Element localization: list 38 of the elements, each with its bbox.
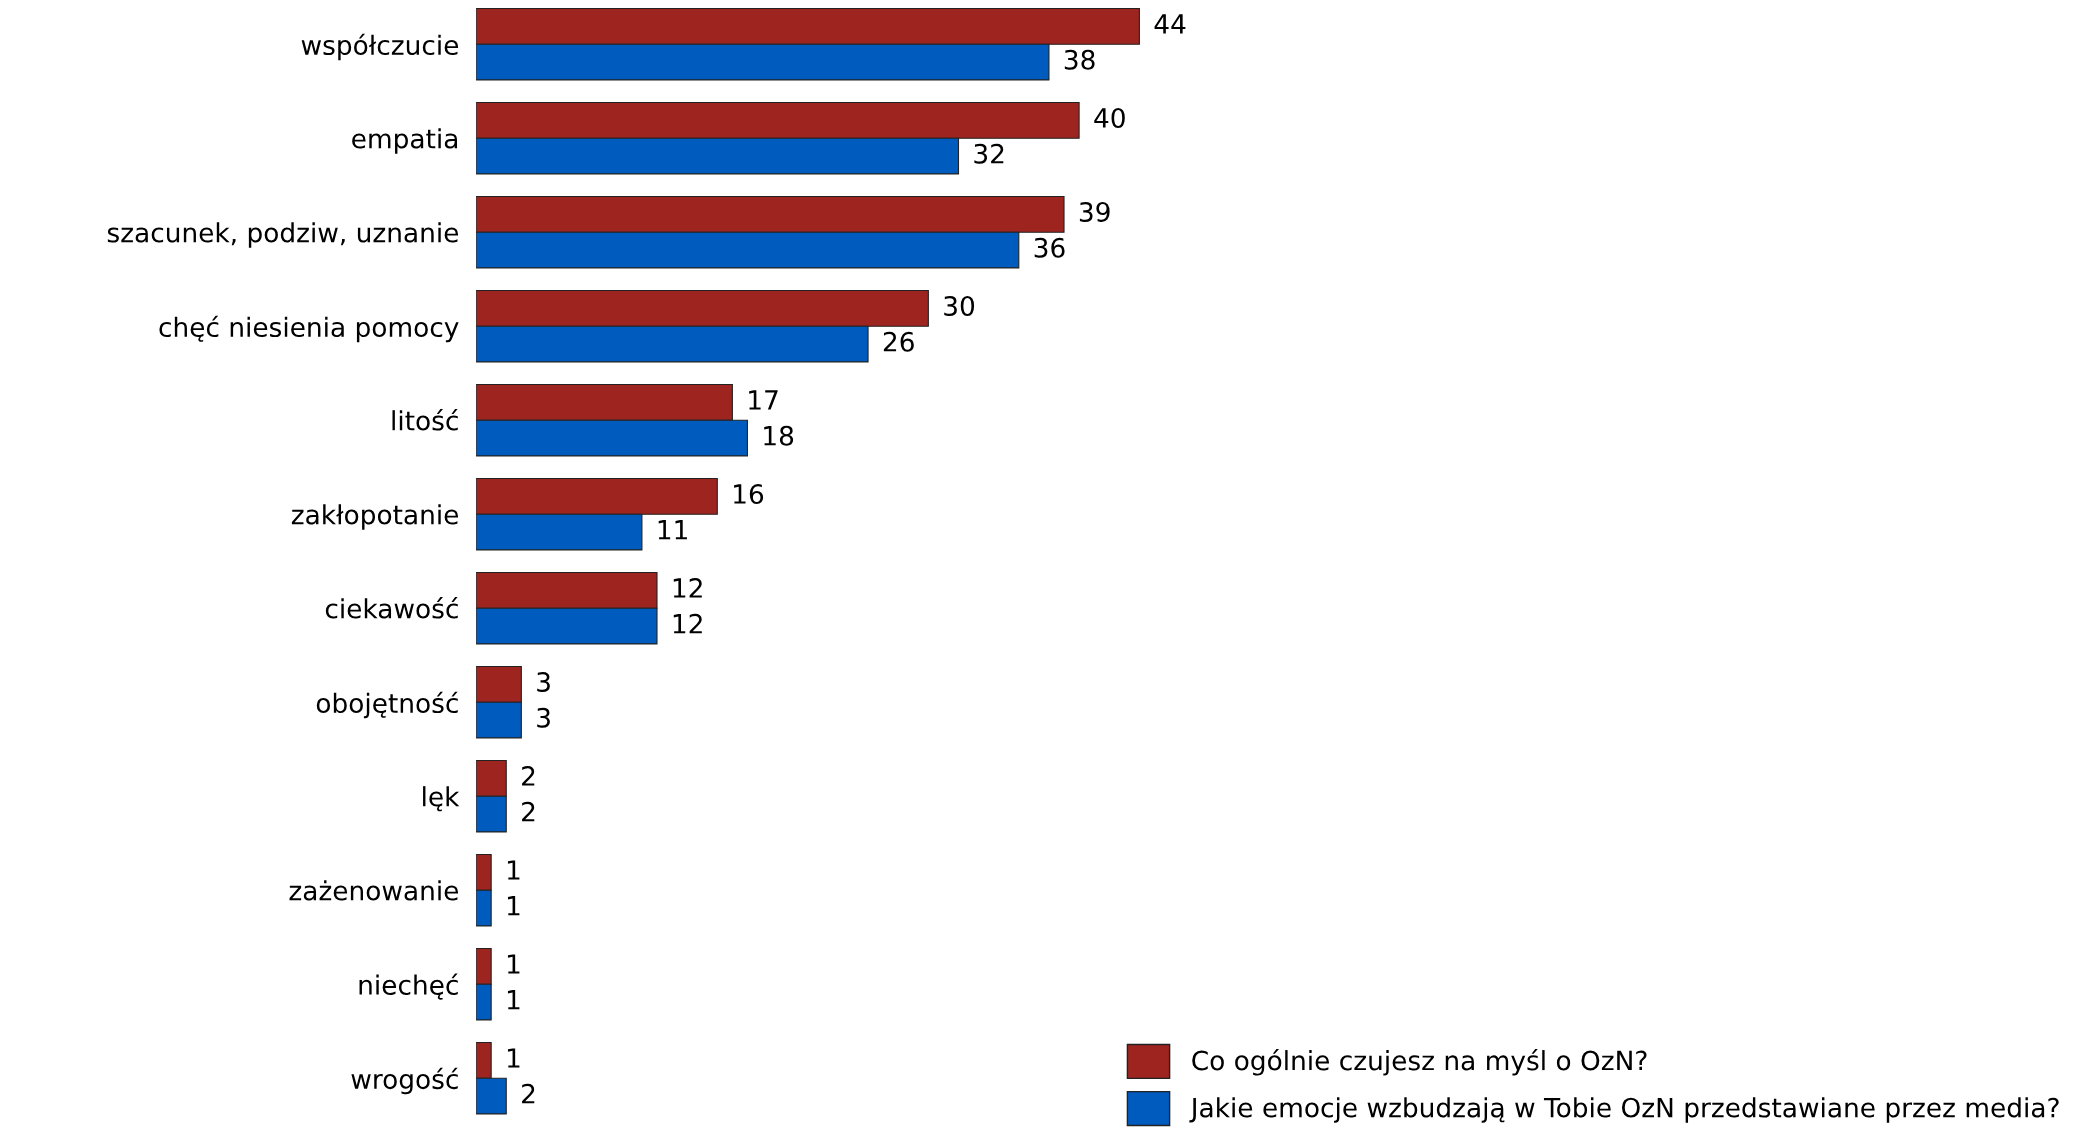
y-tick-label: empatia	[352, 128, 458, 154]
y-tick-label: obojętność	[316, 691, 458, 719]
y-tick-label: zakłopotanie	[291, 504, 459, 530]
y-tick-label: chęć niesienia pomocy	[159, 315, 459, 343]
data-label: 1	[507, 896, 520, 916]
data-label: 12	[673, 613, 702, 634]
data-label: 11	[658, 520, 687, 540]
y-tick-label: zażenowanie	[289, 880, 459, 901]
data-label: 26	[883, 331, 914, 352]
data-label: 1	[507, 860, 520, 880]
data-label: 2	[522, 1083, 535, 1104]
y-tick-label: współczucie	[301, 33, 459, 61]
y-tick-label: wrogość	[351, 1067, 458, 1095]
data-label: 1	[507, 954, 520, 974]
legend-label: Jakie emocje wzbudzają w Tobie OzN przedstawiane przez media?	[1189, 1097, 2059, 1123]
data-label: 2	[522, 766, 535, 786]
data-label: 39	[1079, 202, 1110, 222]
data-label: 30	[944, 296, 975, 316]
data-label: 1	[507, 1048, 520, 1068]
data-label: 36	[1034, 237, 1065, 258]
y-tick-label: ciekawość	[325, 597, 458, 619]
data-label: 3	[537, 672, 550, 692]
data-label: 32	[974, 143, 1004, 164]
data-label: 1	[507, 990, 520, 1010]
data-label: 17	[749, 390, 778, 410]
data-label: 2	[522, 801, 535, 822]
data-label: 12	[673, 578, 702, 598]
data-label: 38	[1064, 49, 1095, 70]
data-label: 44	[1154, 14, 1186, 34]
y-tick-label: niechęć	[359, 973, 458, 1000]
data-label: 18	[764, 425, 794, 446]
y-tick-label: lęk	[423, 786, 460, 812]
data-label: 3	[537, 707, 550, 728]
legend-label: Co ogólnie czujesz na myśl o OzN?	[1192, 1049, 1647, 1076]
data-label: 40	[1094, 108, 1125, 128]
y-tick-label: szacunek, podziw, uznanie	[107, 222, 459, 248]
data-label: 16	[734, 484, 764, 504]
y-tick-label: litość	[392, 409, 458, 431]
